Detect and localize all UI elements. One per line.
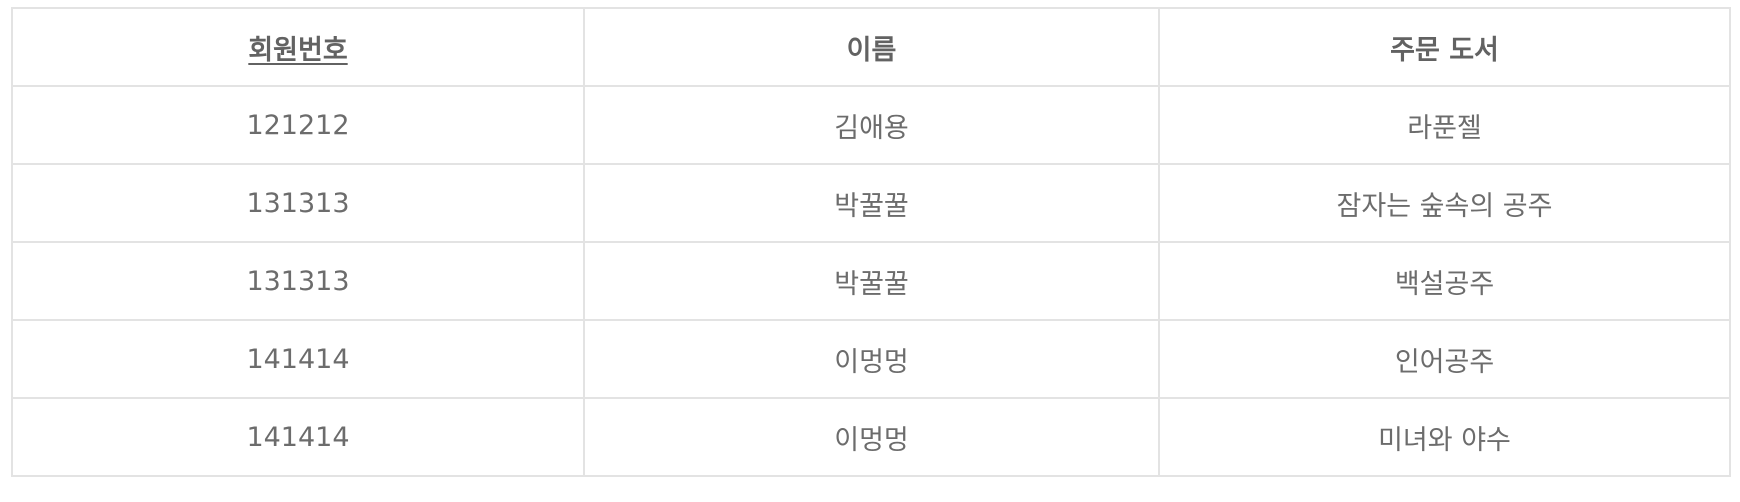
cell-name: 김애용: [583, 85, 1160, 165]
table-header: 회원번호 이름 주문 도서: [11, 7, 1731, 87]
cell-name: 박꿀꿀: [583, 163, 1160, 243]
cell-member-number: 121212: [11, 85, 585, 165]
order-table: 회원번호 이름 주문 도서 121212 김애용 라푼젤 131313 박꿀꿀 …: [11, 7, 1731, 477]
header-name: 이름: [583, 7, 1160, 87]
cell-name: 이멍멍: [583, 397, 1160, 477]
cell-ordered-book: 라푼젤: [1158, 85, 1731, 165]
order-table-container: 회원번호 이름 주문 도서 121212 김애용 라푼젤 131313 박꿀꿀 …: [11, 7, 1731, 477]
header-member-number-label: 회원번호: [248, 34, 348, 66]
header-ordered-book-label: 주문 도서: [1390, 34, 1499, 66]
cell-member-number: 141414: [11, 397, 585, 477]
cell-name: 이멍멍: [583, 319, 1160, 399]
table-row: 141414 이멍멍 미녀와 야수: [11, 397, 1731, 477]
cell-member-number: 131313: [11, 163, 585, 243]
cell-name: 박꿀꿀: [583, 241, 1160, 321]
cell-ordered-book: 잠자는 숲속의 공주: [1158, 163, 1731, 243]
cell-ordered-book: 인어공주: [1158, 319, 1731, 399]
header-row: 회원번호 이름 주문 도서: [11, 7, 1731, 87]
table-row: 141414 이멍멍 인어공주: [11, 319, 1731, 399]
cell-ordered-book: 백설공주: [1158, 241, 1731, 321]
cell-member-number: 141414: [11, 319, 585, 399]
table-row: 131313 박꿀꿀 백설공주: [11, 241, 1731, 321]
header-name-label: 이름: [846, 34, 897, 66]
cell-member-number: 131313: [11, 241, 585, 321]
header-member-number: 회원번호: [11, 7, 585, 87]
cell-ordered-book: 미녀와 야수: [1158, 397, 1731, 477]
table-row: 121212 김애용 라푼젤: [11, 85, 1731, 165]
table-row: 131313 박꿀꿀 잠자는 숲속의 공주: [11, 163, 1731, 243]
header-ordered-book: 주문 도서: [1158, 7, 1731, 87]
table-body: 121212 김애용 라푼젤 131313 박꿀꿀 잠자는 숲속의 공주 131…: [11, 85, 1731, 477]
